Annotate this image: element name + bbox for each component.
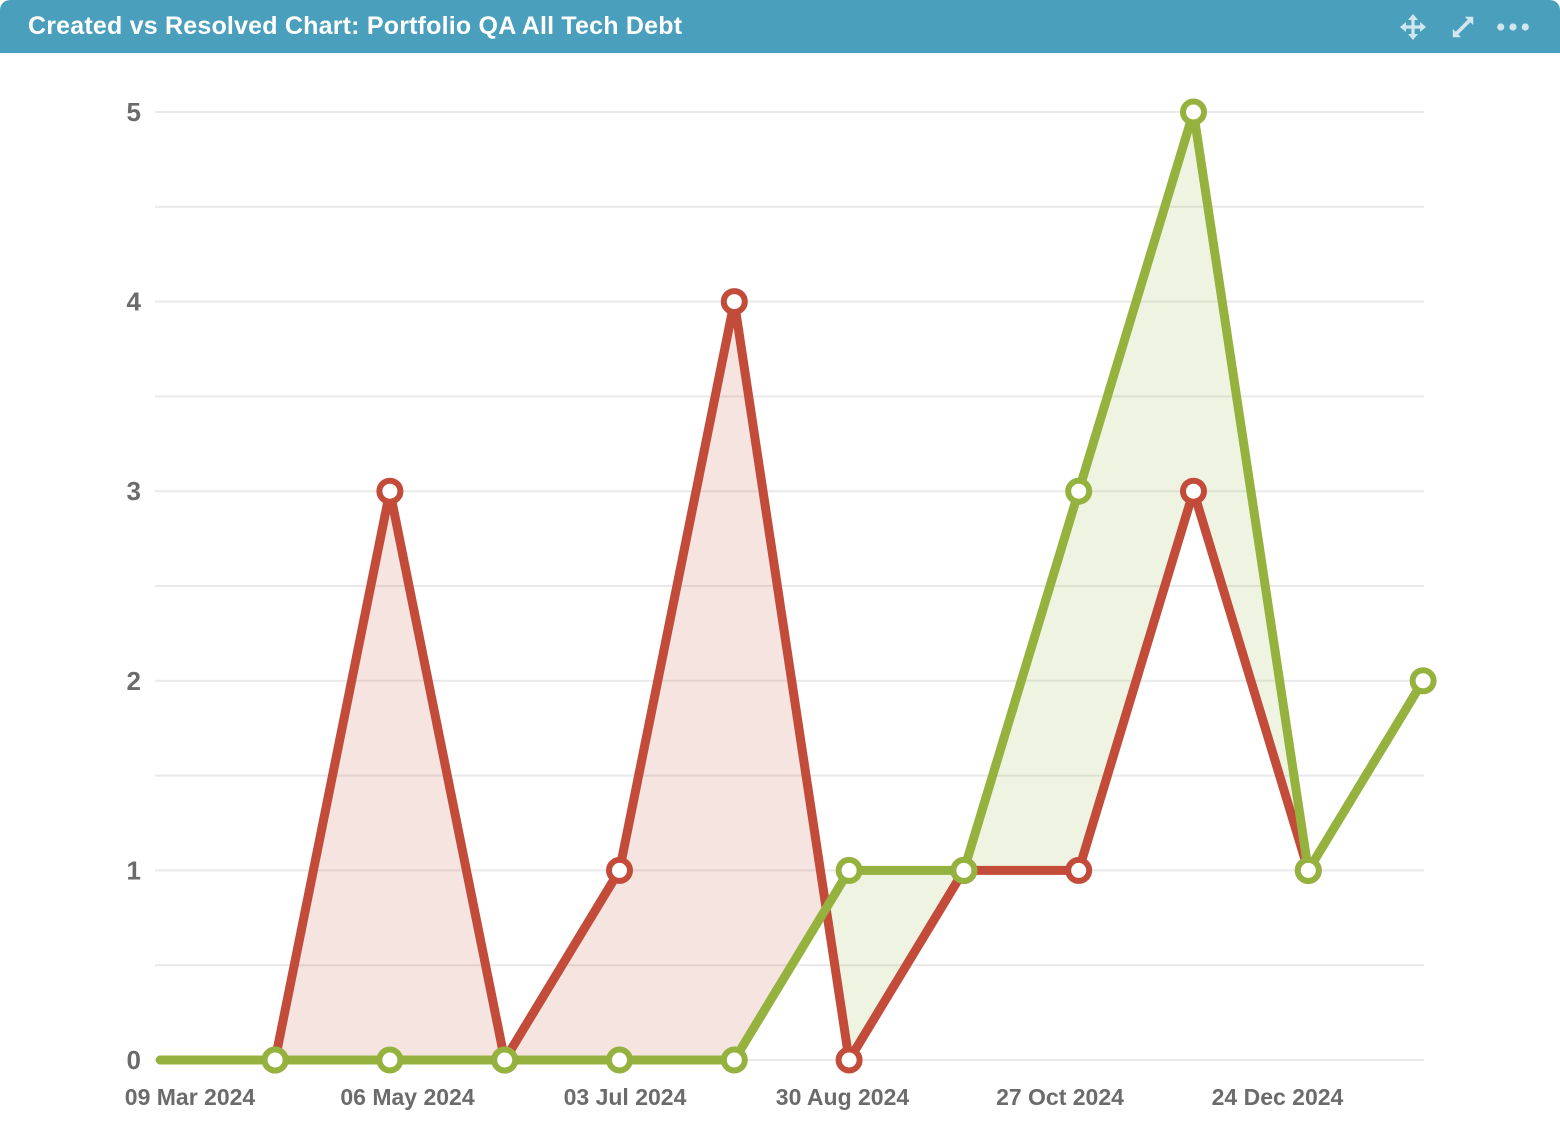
created-above-area <box>275 491 505 1060</box>
widget-toolbar <box>1396 11 1560 43</box>
resolved-point-10[interactable] <box>1294 856 1322 884</box>
created-above-area <box>504 301 827 1061</box>
x-tick-label-1: 06 May 2024 <box>340 1084 474 1110</box>
resolved-point-9[interactable] <box>1180 98 1207 126</box>
resolved-point-11[interactable] <box>1409 667 1437 695</box>
x-tick-label-3: 30 Aug 2024 <box>776 1084 910 1110</box>
move-icon[interactable] <box>1396 11 1430 43</box>
resolved-point-6[interactable] <box>835 856 863 884</box>
widget-title: Created vs Resolved Chart: Portfolio QA … <box>28 12 683 40</box>
y-tick-label-4: 4 <box>127 287 142 317</box>
x-tick-label-0: 09 Mar 2024 <box>125 1084 256 1110</box>
created-point-2[interactable] <box>376 477 404 505</box>
created-point-5[interactable] <box>720 288 748 316</box>
y-tick-label-5: 5 <box>127 97 141 127</box>
x-tick-label-5: 24 Dec 2024 <box>1212 1084 1344 1110</box>
x-tick-label-4: 27 Oct 2024 <box>996 1084 1124 1110</box>
resolved-above-area <box>963 112 1309 871</box>
resolved-point-5[interactable] <box>720 1046 748 1074</box>
resolved-point-1[interactable] <box>261 1046 289 1074</box>
widget-header: Created vs Resolved Chart: Portfolio QA … <box>0 0 1560 53</box>
created-point-4[interactable] <box>606 856 633 884</box>
expand-icon[interactable] <box>1446 11 1480 43</box>
more-options-icon[interactable] <box>1496 11 1530 43</box>
created-vs-resolved-line-chart: 0 1 2 3 4 5 09 Mar 2024 06 May 2024 03 Jul 2024 3… <box>125 97 1437 1110</box>
created-point-9[interactable] <box>1180 477 1207 505</box>
y-tick-label-0: 0 <box>127 1045 141 1075</box>
y-tick-label-3: 3 <box>127 476 141 506</box>
resolved-point-3[interactable] <box>491 1046 519 1074</box>
y-tick-label-2: 2 <box>127 666 141 696</box>
created-point-8[interactable] <box>1065 856 1093 884</box>
created-point-6[interactable] <box>835 1046 863 1074</box>
resolved-point-7[interactable] <box>950 856 978 884</box>
y-tick-label-1: 1 <box>127 855 141 885</box>
resolved-line <box>155 107 1428 1065</box>
resolved-above-area <box>826 870 964 1060</box>
chart-area: 0 1 2 3 4 5 09 Mar 2024 06 May 2024 03 Jul 2024 3… <box>0 53 1560 1130</box>
resolved-point-2[interactable] <box>376 1046 404 1074</box>
x-tick-label-2: 03 Jul 2024 <box>564 1084 687 1110</box>
resolved-point-8[interactable] <box>1065 477 1093 505</box>
resolved-point-4[interactable] <box>606 1046 633 1074</box>
